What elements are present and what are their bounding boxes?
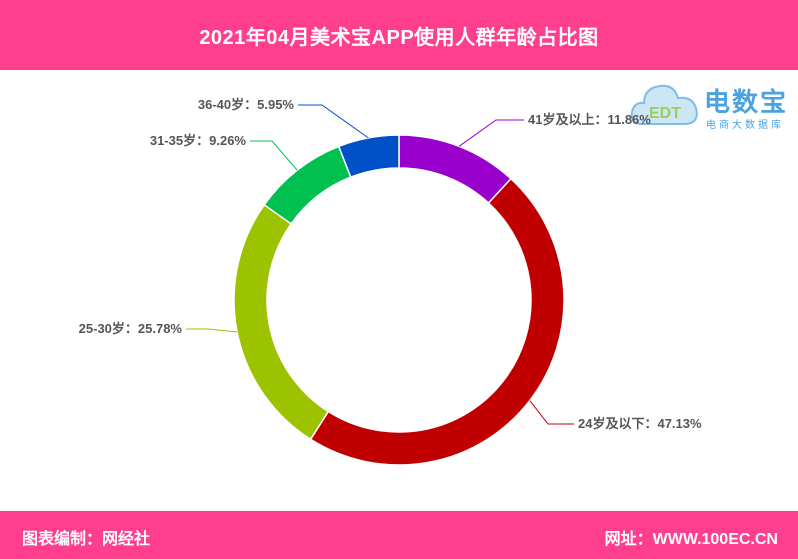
footer-website: 网址：WWW.100EC.CN (604, 531, 778, 548)
leader-line (529, 400, 574, 425)
donut-slice (309, 177, 565, 466)
slice-label: 31-35岁：9.26% (150, 133, 247, 148)
donut-slice (337, 134, 400, 179)
chart-title: 2021年04月美术宝APP使用人群年龄占比图 (199, 26, 599, 49)
donut-slice (233, 203, 330, 441)
cloud-logo-icon: EDT (630, 84, 698, 125)
leader-line (250, 140, 298, 171)
donut-slice (263, 145, 352, 225)
donut-slice (398, 134, 512, 205)
logo: EDT 电数宝 电商大数据库 (630, 76, 795, 138)
donut-chart: 41岁及以上：11.86% 24岁及以下：47.13% 25-30岁：25.78% 3… (79, 97, 702, 466)
footer-bar: 图表编制：网经社 网址：WWW.100EC.CN (0, 511, 798, 559)
slice-label: 41岁及以上：11.86% (528, 112, 651, 127)
slice-label: 36-40岁：5.95% (198, 97, 295, 112)
leader-line (458, 119, 524, 147)
logo-subtitle: 电商大数据库 (706, 120, 784, 131)
footer-source: 图表编制：网经社 (22, 531, 151, 548)
leader-line (298, 104, 369, 139)
slice-label: 25-30岁：25.78% (79, 321, 183, 336)
header-bar: 2021年04月美术宝APP使用人群年龄占比图 (0, 0, 798, 70)
logo-brand: 电数宝 (704, 87, 789, 117)
logo-mark: EDT (649, 105, 681, 122)
leader-line (186, 328, 238, 333)
slice-label: 24岁及以下：47.13% (578, 416, 702, 431)
